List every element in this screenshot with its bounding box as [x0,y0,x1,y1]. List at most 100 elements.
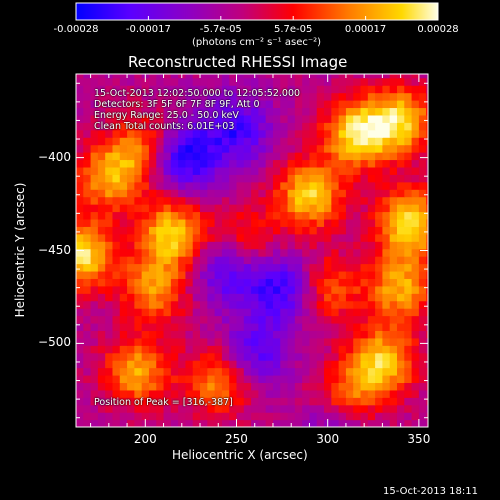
heatmap-cell [170,144,179,153]
clean-total-counts: Clean Total counts: 6.01E+03 [94,121,235,132]
heatmap-cell [112,285,121,294]
heatmap-cell [156,360,165,369]
heatmap-cell [426,397,428,406]
heatmap-cell [404,419,413,427]
heatmap-cell [294,114,303,123]
heatmap-cell [156,352,165,361]
heatmap-cell [294,412,303,421]
heatmap-cell [156,382,165,391]
heatmap-cell [396,166,405,175]
heatmap-cell [192,196,201,205]
heatmap-cell [214,330,223,339]
heatmap-cell [141,382,150,391]
heatmap-cell [170,174,179,183]
heatmap-cell [418,233,427,242]
heatmap-cell [382,278,391,287]
heatmap-cell [316,114,325,123]
heatmap-cell [83,278,92,287]
heatmap-cell [148,189,157,198]
heatmap-cell [316,174,325,183]
heatmap-cell [265,300,274,309]
heatmap-cell [294,122,303,131]
heatmap-cell [90,248,99,257]
heatmap-cell [345,397,354,406]
heatmap-cell [287,308,296,317]
heatmap-cell [214,241,223,250]
colorbar-tick-label: -0.00028 [53,24,99,35]
heatmap-cell [331,77,340,86]
heatmap-cell [338,218,347,227]
heatmap-cell [76,308,84,317]
heatmap-cell [345,345,354,354]
heatmap-cell [185,122,194,131]
heatmap-cell [127,204,135,213]
heatmap-cell [221,107,230,116]
heatmap-cell [294,174,303,183]
colorbar-tick-label: 5.7e-05 [273,24,313,35]
heatmap-cell [353,330,362,339]
heatmap-cell [316,315,325,324]
heatmap-cell [134,270,143,279]
heatmap-cell [375,218,384,227]
heatmap-cell [178,189,187,198]
heatmap-cell [214,367,223,376]
heatmap-cell [251,367,259,376]
heatmap-cell [83,74,92,79]
heatmap-cell [185,196,194,205]
heatmap-cell [272,226,281,235]
heatmap-cell [127,367,135,376]
heatmap-cell [258,92,267,101]
heatmap-cell [156,152,165,161]
colorbar-tick-label: -0.00017 [125,24,171,35]
heatmap-cell [294,159,303,168]
heatmap-cell [236,159,245,168]
heatmap-cell [294,92,303,101]
heatmap-cell [148,412,157,421]
heatmap-cell [229,270,238,279]
heatmap-cell [426,352,428,361]
heatmap-cell [221,360,230,369]
heatmap-cell [324,92,332,101]
heatmap-cell [272,114,281,123]
heatmap-cell [367,74,376,79]
heatmap-cell [338,226,347,235]
heatmap-cell [148,270,157,279]
heatmap-cell [148,233,157,242]
heatmap-cell [141,374,150,384]
heatmap-cell [338,189,347,198]
heatmap-cell [411,122,420,131]
heatmap-cell [360,382,369,391]
heatmap-cell [426,337,428,346]
heatmap-cell [396,159,405,168]
heatmap-cell [119,374,128,384]
heatmap-cell [83,382,92,391]
heatmap-cell [396,114,405,123]
heatmap-cell [353,152,362,161]
heatmap-cell [90,100,99,109]
heatmap-cell [382,211,391,220]
heatmap-cell [214,129,223,138]
heatmap-cell [426,159,428,168]
heatmap-cell [280,196,289,205]
heatmap-cell [185,367,194,376]
heatmap-cell [418,166,427,175]
heatmap-cell [272,352,281,361]
heatmap-cell [258,337,267,346]
heatmap-cell [156,174,165,183]
heatmap-cell [214,360,223,369]
heatmap-cell [163,374,172,384]
heatmap-cell [265,382,274,391]
heatmap-cell [97,397,106,406]
heatmap-cell [214,107,223,116]
heatmap-cell [396,345,405,354]
heatmap-cell [163,122,172,131]
heatmap-cell [294,189,303,198]
heatmap-cell [426,122,428,131]
heatmap-cell [294,337,303,346]
heatmap-cell [105,92,114,101]
heatmap-cell [345,263,354,272]
heatmap-cell [396,397,405,406]
heatmap-cell [302,315,311,324]
heatmap-cell [76,189,84,198]
heatmap-cell [83,322,92,331]
